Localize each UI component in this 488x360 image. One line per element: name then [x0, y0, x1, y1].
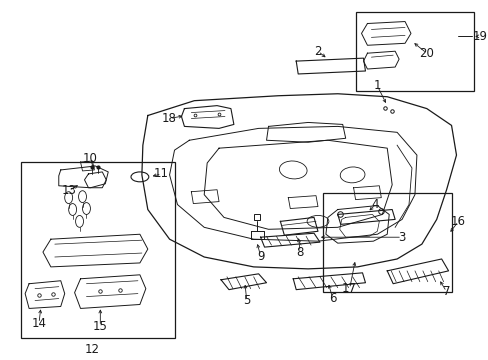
Text: 10: 10 [83, 152, 98, 165]
Text: 13: 13 [61, 184, 76, 197]
Text: 11: 11 [154, 167, 169, 180]
Text: 9: 9 [256, 249, 264, 262]
Bar [322, 193, 450, 292]
Text: 2: 2 [314, 45, 321, 58]
Text: 5: 5 [243, 294, 250, 307]
Text: 3: 3 [398, 231, 405, 244]
Text: 1: 1 [373, 79, 380, 93]
Text: 18: 18 [162, 112, 177, 125]
Bar [21, 162, 174, 338]
Text: 17: 17 [342, 282, 356, 295]
Text: 19: 19 [472, 30, 487, 43]
Bar [355, 12, 473, 91]
Text: 20: 20 [419, 47, 433, 60]
Text: 14: 14 [31, 317, 46, 330]
Text: 7: 7 [442, 285, 449, 298]
Text: 4: 4 [371, 198, 378, 211]
Text: 6: 6 [328, 292, 336, 305]
Text: 8: 8 [296, 246, 303, 258]
Text: 15: 15 [93, 320, 107, 333]
Text: 16: 16 [450, 215, 465, 228]
Text: 12: 12 [85, 343, 100, 356]
